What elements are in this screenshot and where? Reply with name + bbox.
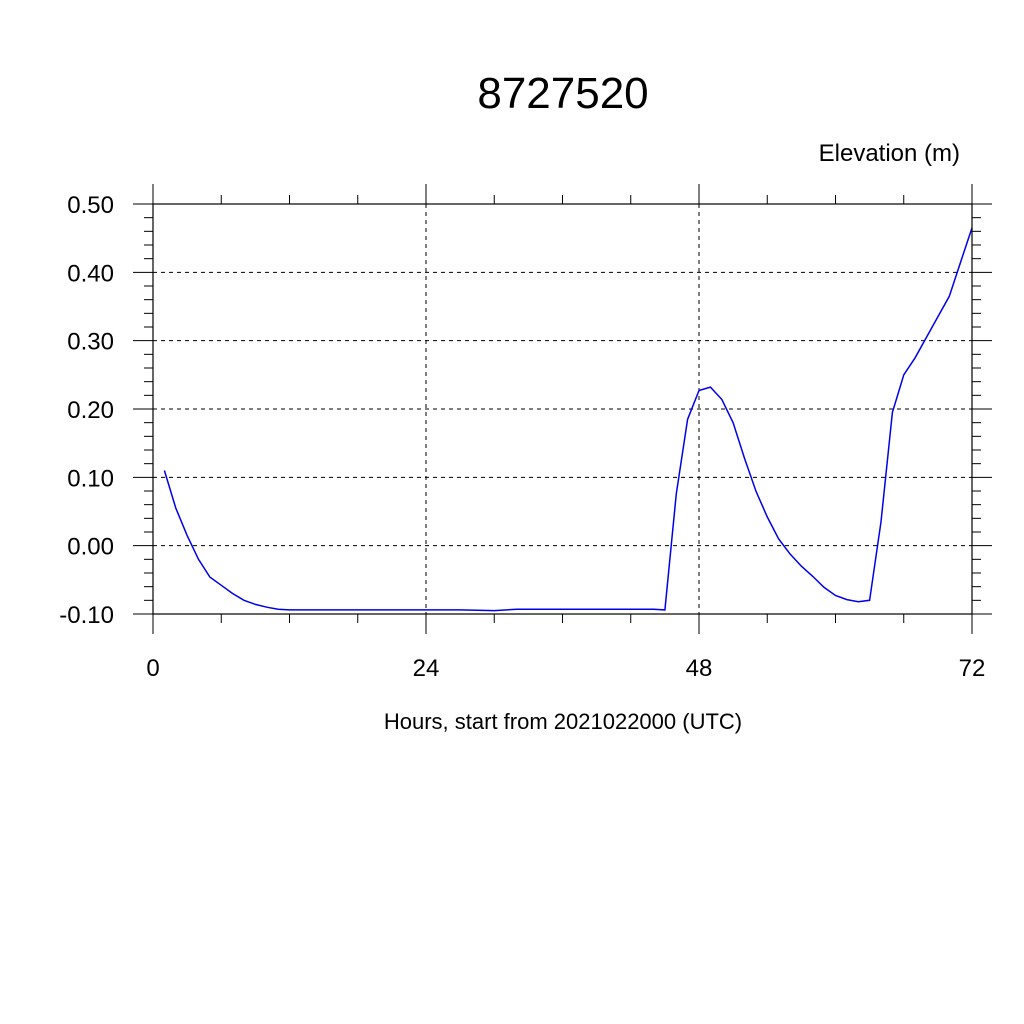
- series-line: [163, 227, 973, 612]
- y-tick-label: 0.20: [67, 397, 114, 424]
- y-axis-label: Elevation (m): [819, 140, 960, 167]
- plot-frame: [152, 203, 973, 615]
- x-tick-label: 0: [146, 655, 159, 682]
- x-axis-label: Hours, start from 2021022000 (UTC): [384, 709, 742, 734]
- x-tick-label: 24: [413, 655, 440, 682]
- y-tick-label: 0.40: [67, 260, 114, 287]
- y-tick-label: 0.50: [67, 192, 114, 219]
- x-tick-label: 48: [686, 655, 713, 682]
- y-tick-label: 0.10: [67, 465, 114, 492]
- x-tick-label: 72: [959, 655, 986, 682]
- y-tick-label: 0.30: [67, 329, 114, 356]
- chart-title: 8727520: [477, 69, 648, 118]
- y-tick-label: -0.10: [59, 602, 114, 629]
- y-tick-label: 0.00: [67, 534, 114, 561]
